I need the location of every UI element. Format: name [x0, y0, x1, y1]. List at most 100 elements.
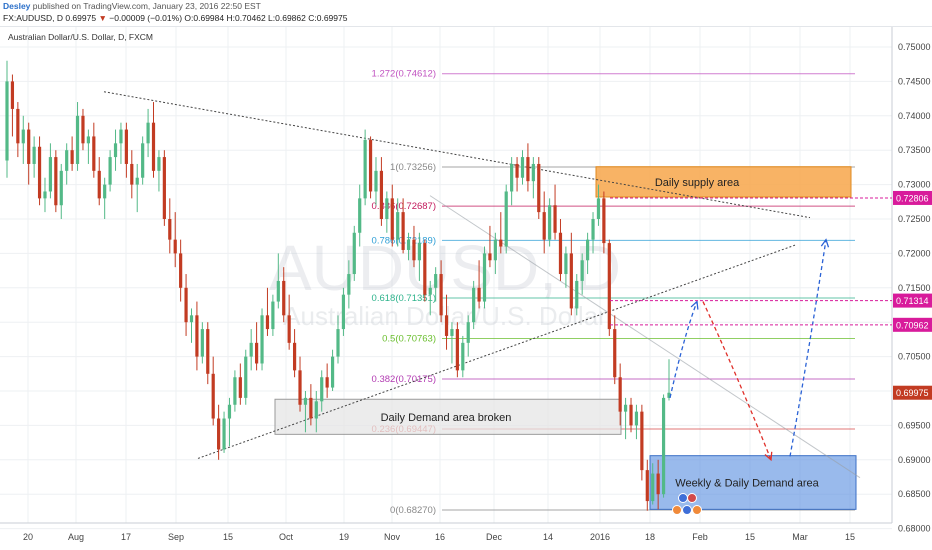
candle-up	[5, 81, 9, 161]
candle-down	[368, 139, 373, 192]
candle-down	[92, 136, 96, 171]
trendline[interactable]	[103, 91, 811, 219]
candle-down	[10, 81, 15, 109]
candle-up	[86, 136, 90, 144]
candle-up	[347, 274, 351, 295]
candle-up	[271, 301, 275, 330]
candle-down	[526, 157, 530, 182]
time-axis-label: Nov	[384, 532, 401, 542]
event-marker[interactable]	[692, 505, 702, 515]
chart-title: Australian Dollar/U.S. Dollar, D, FXCM	[8, 32, 153, 42]
price-tag-label: 0.70962	[896, 320, 929, 330]
projection-arrow[interactable]	[669, 301, 698, 399]
candle-down	[607, 243, 611, 330]
candle-down	[298, 370, 302, 405]
candle-up	[461, 342, 465, 371]
candle-up	[358, 198, 362, 233]
candle-down	[27, 129, 31, 164]
event-marker[interactable]	[682, 505, 692, 515]
weekly-demand-label: Weekly & Daily Demand area	[675, 478, 819, 490]
candle-up	[591, 219, 595, 240]
candle-up	[48, 157, 53, 192]
symbol-text: FX:AUDUSD, D 0.69975	[3, 13, 97, 23]
candle-down	[238, 377, 242, 398]
candle-up	[510, 163, 514, 192]
time-axis-label: 14	[543, 532, 553, 542]
candles	[5, 60, 671, 511]
trendline[interactable]	[197, 244, 796, 459]
price-chart[interactable]: AUDUSD, D Australian Dollar/U.S. Dollar …	[0, 27, 932, 550]
price-axis-label: 0.72000	[898, 248, 931, 258]
event-markers[interactable]	[672, 493, 702, 515]
zone-labels: Daily supply area Daily Demand area brok…	[381, 177, 820, 490]
candle-up	[667, 392, 671, 398]
time-axis-label: 19	[339, 532, 349, 542]
candle-up	[119, 129, 123, 144]
candle-down	[537, 163, 541, 213]
watermark-symbol: AUDUSD, D	[269, 232, 621, 304]
candle-down	[444, 315, 449, 336]
candle-down	[70, 150, 74, 164]
published-text: published on TradingView.com, January 23…	[32, 1, 261, 11]
candle-down	[309, 397, 313, 419]
candle-down	[515, 163, 519, 178]
arrow-head	[690, 300, 699, 310]
candle-down	[645, 470, 649, 502]
candle-down	[558, 232, 563, 275]
event-marker[interactable]	[672, 505, 682, 515]
candle-up	[575, 280, 579, 309]
candle-up	[303, 397, 308, 405]
zone-rect[interactable]	[595, 166, 852, 198]
author-link[interactable]: Desley	[3, 1, 31, 11]
candle-up	[113, 143, 118, 158]
fib-level-label: 0(0.68270)	[390, 505, 436, 516]
candle-down	[124, 129, 128, 164]
candle-up	[434, 274, 438, 288]
projection-arrows[interactable]	[669, 238, 830, 462]
candle-down	[613, 329, 617, 378]
candle-down	[54, 157, 58, 206]
event-marker[interactable]	[687, 493, 697, 503]
candle-down	[195, 315, 199, 357]
event-marker[interactable]	[678, 493, 688, 503]
candle-up	[504, 191, 508, 247]
candle-up	[428, 287, 432, 295]
zones[interactable]	[274, 166, 857, 510]
candle-down	[656, 473, 660, 495]
candle-up	[189, 315, 194, 323]
candle-down	[130, 163, 134, 185]
candle-down	[287, 315, 291, 343]
projection-arrow[interactable]	[702, 301, 772, 461]
price-axis-label: 0.74500	[898, 76, 931, 86]
arrow-head	[764, 451, 773, 462]
projection-arrow[interactable]	[789, 239, 827, 457]
candle-down	[401, 212, 405, 250]
fib-level-label: 0.886(0.72687)	[372, 201, 436, 212]
candle-up	[493, 239, 497, 261]
candle-up	[548, 205, 552, 240]
candle-down	[629, 404, 633, 426]
candle-down	[553, 205, 557, 233]
fib-level-label: 1.272(0.74612)	[372, 69, 436, 80]
candle-down	[292, 342, 297, 371]
candle-up	[406, 239, 411, 250]
candle-up	[314, 401, 318, 419]
candle-down	[569, 253, 573, 309]
candle-up	[43, 191, 47, 199]
candle-up	[531, 163, 535, 182]
candle-up	[108, 157, 112, 185]
candle-down	[217, 418, 221, 450]
candle-down	[211, 373, 215, 419]
price-tag-label: 0.69975	[896, 388, 929, 398]
candle-up	[276, 280, 280, 302]
zone-rect[interactable]	[274, 398, 622, 435]
time-axis-label: Aug	[68, 532, 84, 542]
price-axis[interactable]: 0.75000 0.74500 0.74000 0.73500 0.73000 0.725…	[898, 42, 931, 534]
candle-down	[488, 253, 492, 261]
candle-up	[65, 150, 69, 171]
candle-down	[542, 212, 546, 240]
candle-up	[320, 377, 324, 402]
time-axis[interactable]: 20 Aug 17 Sep 15 Oct 19 Nov 16 Dec 14 2016 18 Feb 15 Ma…	[23, 532, 855, 542]
candle-up	[520, 157, 525, 178]
candle-up	[21, 129, 25, 144]
